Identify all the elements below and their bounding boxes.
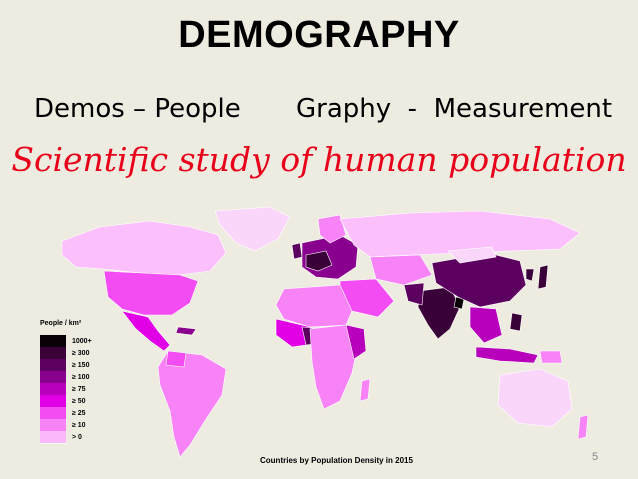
legend-item: ≥ 300 (40, 346, 92, 360)
central-asia (369, 254, 433, 286)
greenland (214, 206, 291, 252)
uk (291, 242, 303, 260)
australia (497, 368, 573, 428)
legend-item: ≥ 150 (40, 358, 92, 372)
new-zealand (577, 414, 589, 440)
legend: People / km² 1000+ ≥ 300 ≥ 150 ≥ 100 ≥ 75 ≥ 5… (40, 320, 92, 444)
india (417, 286, 461, 340)
madagascar (359, 378, 371, 402)
legend-label: 1000+ (72, 337, 92, 345)
world-population-density-map (61, 206, 589, 458)
western-europe (305, 250, 333, 272)
legend-item: ≥ 10 (40, 418, 92, 432)
usa (103, 270, 199, 316)
subtitle-graphy: Graphy - Measurement (296, 94, 613, 124)
east-africa (345, 324, 367, 360)
legend-label: ≥ 100 (72, 373, 90, 381)
russia (339, 210, 581, 258)
legend-label: ≥ 150 (72, 361, 90, 369)
legend-item: ≥ 75 (40, 382, 92, 396)
north-africa (275, 284, 353, 328)
map-caption: Countries by Population Density in 2015 (260, 456, 413, 465)
southeast-asia (469, 306, 503, 344)
legend-label: ≥ 75 (72, 385, 86, 393)
legend-item: ≥ 50 (40, 394, 92, 408)
legend-item: ≥ 25 (40, 406, 92, 420)
japan (537, 264, 549, 290)
mongolia (447, 246, 497, 264)
legend-label: ≥ 10 (72, 421, 86, 429)
korea (525, 268, 535, 282)
page-number: 5 (592, 451, 599, 463)
colombia (165, 350, 187, 368)
legend-swatch (40, 430, 66, 444)
legend-label: > 0 (72, 433, 82, 441)
legend-item: > 0 (40, 430, 92, 444)
mexico (121, 310, 171, 352)
subtitle-demos: Demos – People (34, 94, 241, 124)
legend-title: People / km² (40, 320, 82, 327)
caribbean (175, 326, 197, 336)
legend-item: ≥ 100 (40, 370, 92, 384)
legend-label: ≥ 300 (72, 349, 90, 357)
legend-label: ≥ 50 (72, 397, 86, 405)
indonesia (475, 346, 539, 364)
scandinavia (317, 214, 347, 244)
slide-title: DEMOGRAPHY (178, 14, 460, 56)
papua (539, 350, 563, 364)
china (431, 252, 527, 308)
legend-label: ≥ 25 (72, 409, 86, 417)
south-america (157, 350, 227, 458)
tagline: Scientific study of human population (11, 140, 627, 179)
pakistan (403, 282, 425, 306)
legend-item: 1000+ (40, 334, 92, 348)
canada (61, 220, 227, 276)
philippines (509, 312, 523, 332)
